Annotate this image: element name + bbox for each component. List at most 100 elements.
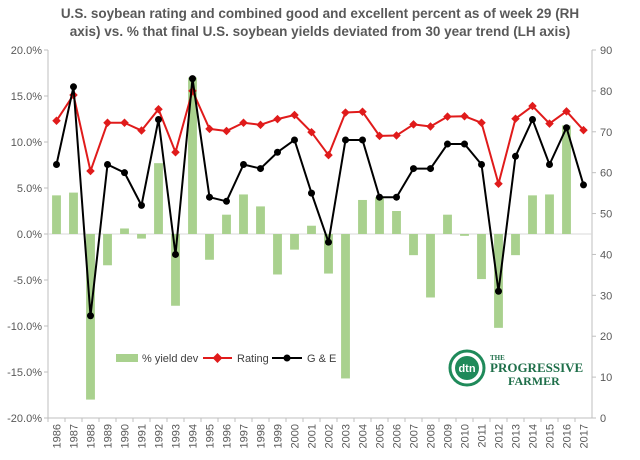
yield-dev-bar	[460, 234, 469, 236]
rating-point	[460, 111, 469, 121]
yield-dev-bar	[239, 194, 248, 234]
yield-dev-bar	[205, 234, 214, 260]
logo-badge-inner	[455, 356, 479, 380]
legend-marker-rating	[212, 353, 223, 363]
x-axis-tick-label: 2000	[290, 424, 302, 448]
rating-point	[137, 126, 146, 135]
title-line-1: U.S. soybean rating and combined good an…	[61, 6, 579, 21]
yield-dev-bar	[528, 195, 537, 234]
yield-dev-bar	[324, 234, 333, 274]
rating-point	[86, 166, 95, 176]
left-axis-tick-label: 10.0%	[11, 137, 42, 149]
rating-point	[392, 131, 401, 140]
g-e-point	[563, 124, 570, 132]
g-e-point	[308, 189, 315, 197]
rating-point	[426, 122, 435, 131]
x-axis-tick-label: 2012	[494, 424, 506, 448]
right-axis-tick-label: 80	[600, 86, 612, 98]
g-e-point	[172, 250, 179, 258]
x-axis-tick-label: 2014	[528, 424, 540, 448]
g-e-point	[155, 116, 162, 124]
rating-point	[205, 124, 214, 134]
yield-dev-bar	[341, 234, 350, 379]
x-axis-tick-label: 2015	[545, 424, 557, 448]
rating-point	[222, 126, 231, 136]
x-axis-tick-label: 2009	[443, 424, 455, 448]
yield-dev-bars	[52, 77, 571, 400]
g-e-point	[189, 75, 196, 83]
logo-badge-text: dtn	[458, 363, 475, 375]
right-axis-tick-label: 10	[600, 372, 612, 384]
left-axis: -20.0% -15.0% -10.0% -5.0% 0.0% 5.0% 10.0% 15.0…	[7, 45, 49, 425]
rating-point	[290, 110, 299, 120]
rating-point	[477, 118, 486, 128]
g-e-point	[325, 238, 332, 246]
g-e-point	[104, 160, 111, 168]
rating-point	[52, 116, 61, 125]
right-axis-tick-label: 20	[600, 331, 612, 343]
rating-point	[256, 120, 265, 130]
left-axis-tick-label: 20.0%	[11, 45, 42, 57]
x-axis-tick-label: 1989	[103, 424, 115, 448]
rating-point	[120, 118, 129, 128]
g-e-point	[427, 165, 434, 173]
yield-dev-bar	[154, 163, 163, 234]
yield-dev-bar	[137, 234, 146, 239]
rating-point	[375, 131, 384, 141]
right-axis-tick-label: 90	[600, 45, 612, 57]
g-e-point	[580, 181, 587, 189]
legend: % yield dev Rating G & E	[116, 353, 336, 365]
logo-line-1: THE	[490, 354, 505, 362]
rating-point	[494, 179, 503, 188]
yield-dev-bar	[443, 214, 452, 234]
g-e-point	[240, 160, 247, 168]
x-axis-tick-label: 2017	[579, 424, 591, 448]
chart-title: U.S. soybean rating and combined good an…	[61, 6, 579, 39]
x-axis-tick-label: 1995	[205, 424, 217, 448]
yield-dev-bar	[290, 234, 299, 250]
left-axis-tick-label: -10.0%	[7, 321, 42, 333]
yield-dev-bar	[545, 194, 554, 234]
logo: dtn THE PROGRESSIVE FARMER	[448, 349, 583, 388]
yield-dev-bar	[477, 234, 486, 280]
rating-point	[154, 105, 163, 114]
g-e-point	[274, 148, 281, 156]
rating-point	[324, 150, 333, 160]
x-axis-tick-label: 2013	[511, 424, 523, 448]
g-e-point	[512, 152, 519, 160]
g-e-point	[410, 165, 417, 173]
title-line-2: axis) vs. % that final U.S. soybean yiel…	[70, 24, 570, 39]
left-axis-tick-label: -20.0%	[7, 413, 42, 425]
x-axis-tick-label: 2004	[358, 424, 370, 448]
yield-dev-bar	[69, 192, 78, 234]
yield-dev-bar	[358, 199, 367, 234]
rating-point	[443, 112, 452, 121]
yield-dev-bar	[494, 234, 503, 328]
rating-point	[103, 118, 112, 128]
logo-line-2: PROGRESSIVE	[490, 360, 583, 375]
left-axis-tick-label: -15.0%	[7, 367, 42, 379]
g-e-point	[376, 193, 383, 201]
x-axis-tick-label: 2010	[460, 424, 472, 448]
x-axis-tick-label: 2007	[409, 424, 421, 448]
legend-label-yield-dev: % yield dev	[142, 353, 199, 365]
x-axis-tick-label: 1991	[137, 424, 149, 448]
yield-dev-bar	[392, 211, 401, 234]
rating-point	[409, 120, 418, 129]
x-axis-tick-label: 1986	[52, 424, 64, 448]
yield-dev-bar	[375, 197, 384, 234]
right-axis-tick-label: 70	[600, 127, 612, 139]
rating-point	[239, 118, 248, 128]
g-e-point	[53, 160, 60, 168]
x-axis-tick-label: 2003	[341, 424, 353, 448]
x-axis-tick-label: 2005	[375, 424, 387, 448]
left-axis-tick-label: 15.0%	[11, 91, 42, 103]
g-e-point	[138, 201, 145, 209]
g-e-point	[206, 193, 213, 201]
right-axis-tick-label: 60	[600, 168, 612, 180]
x-axis-tick-label: 1994	[188, 424, 200, 448]
logo-line-3: FARMER	[508, 374, 560, 388]
x-axis-tick-label: 1999	[273, 424, 285, 448]
legend-swatch-yield-dev	[116, 354, 138, 362]
